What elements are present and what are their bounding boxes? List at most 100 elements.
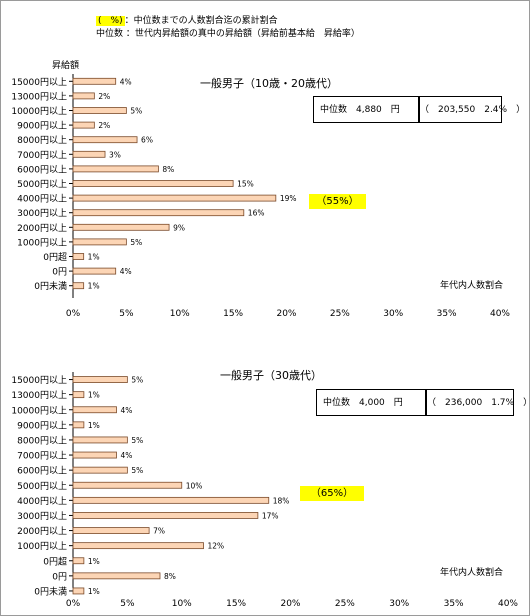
chart1-median-detail: （ 203,550 2.4% ）: [419, 96, 525, 123]
chart1-bar: [72, 77, 117, 85]
chart2-x-tick-label: 20%: [280, 599, 300, 609]
chart2-category-label: 0円未満: [34, 585, 67, 597]
chart1-bar: [72, 121, 95, 129]
chart2-title: 一般男子（30歳代）: [220, 369, 322, 382]
chart2-value-label: 5%: [131, 466, 143, 475]
chart2-bar: [72, 406, 117, 414]
chart1-x-tick-label: 30%: [383, 309, 403, 319]
chart1-bar: [72, 150, 106, 158]
chart2-bar: [72, 572, 161, 580]
chart2-value-label: 4%: [121, 406, 133, 415]
chart1-category-label: 2000円以上: [17, 223, 67, 234]
chart2-cumulative-label: （65%）: [300, 486, 364, 501]
chart2-value-label: 5%: [131, 376, 143, 385]
chart1-category-label: 10000円以上: [11, 106, 67, 117]
chart2-category-label: 0円超: [43, 555, 67, 567]
chart2-bar: [72, 557, 85, 565]
chart2-x-tick-label: 5%: [120, 599, 135, 609]
legend-median-desc: ：世代内昇給額の真中の昇給額（昇給前基本給 昇給率）: [125, 29, 360, 39]
chart2-median-box: 中位数 4,000 円: [316, 389, 426, 416]
chart2-plot: 15000円以上 5% 13000円以上 1% 10000円以上 4% 9000円以上 1% 8…: [11, 372, 518, 609]
chart2-category-label: 1000円以上: [17, 541, 67, 552]
chart1-bar: [72, 107, 127, 114]
chart1-bar: [72, 282, 85, 290]
chart1-x-tick-label: 15%: [223, 309, 243, 319]
chart1-ylabel: 昇給額: [52, 61, 80, 71]
chart2-x-tick-label: 10%: [172, 599, 192, 609]
chart2-bar: [72, 512, 259, 519]
chart2-bar: [72, 587, 85, 595]
chart2-bar: [72, 376, 128, 383]
chart1-xlabel: 年代内人数割合: [440, 281, 504, 291]
chart2-category-label: 15000円以上: [11, 375, 67, 386]
chart1-value-label: 3%: [109, 150, 121, 159]
chart1-cumulative-label: （55%）: [309, 194, 366, 209]
chart1-bar: [72, 253, 85, 260]
chart2-value-label: 5%: [131, 436, 143, 445]
chart1-value-label: 15%: [237, 180, 254, 189]
chart1-x-tick-label: 25%: [330, 309, 350, 319]
chart1-category-label: 8000円以上: [17, 135, 67, 146]
chart1-bar: [72, 267, 117, 275]
chart2-bar: [72, 391, 85, 399]
chart1-value-label: 9%: [173, 223, 185, 232]
chart2-bar: [72, 527, 150, 534]
chart1-category-label: 9000円以上: [17, 121, 67, 132]
chart1-plot: 15000円以上 4% 13000円以上 2% 10000円以上 5% 9000円以上 2% 8…: [11, 74, 510, 319]
chart1-value-label: 1%: [88, 253, 100, 262]
chart1-value-label: 6%: [141, 136, 153, 145]
chart2-category-label: 6000円以上: [17, 466, 67, 477]
chart1-category-label: 1000円以上: [17, 237, 67, 248]
chart1-value-label: 5%: [130, 107, 142, 116]
chart1-value-label: 8%: [162, 165, 174, 174]
chart2-category-label: 2000円以上: [17, 526, 67, 537]
chart2-category-label: 13000円以上: [11, 390, 67, 401]
chart2-value-label: 18%: [273, 496, 290, 505]
chart2-category-label: 0円: [52, 571, 67, 582]
chart2-median-detail: （ 236,000 1.7% ）: [426, 389, 530, 416]
chart1-median-box: 中位数 4,880 円: [313, 96, 419, 123]
chart1-title: 一般男子（10歳・20歳代）: [200, 77, 338, 90]
chart1-x-tick-label: 0%: [66, 309, 81, 319]
legend: ( %) ：中位数までの人数割合迄の累計割合 中位数 ：世代内昇給額の真中の昇給額…: [96, 15, 360, 41]
legend-row-median: 中位数 ：世代内昇給額の真中の昇給額（昇給前基本給 昇給率）: [96, 28, 360, 41]
chart2-value-label: 7%: [153, 527, 165, 536]
chart1-x-tick-label: 10%: [170, 309, 190, 319]
chart1-category-label: 15000円以上: [11, 77, 67, 88]
chart1-x-tick-label: 40%: [490, 309, 510, 319]
legend-swatch-desc: ：中位数までの人数割合迄の累計割合: [124, 16, 278, 26]
chart2-value-label: 17%: [262, 511, 279, 520]
chart2-category-label: 9000円以上: [17, 420, 67, 431]
chart1-value-label: 16%: [248, 209, 265, 218]
chart2-category-label: 4000円以上: [17, 496, 67, 507]
chart2-x-tick-label: 25%: [335, 599, 355, 609]
chart2-category-label: 8000円以上: [17, 435, 67, 446]
chart1-category-label: 4000円以上: [17, 194, 67, 205]
chart1-bar: [72, 92, 95, 100]
chart1-bar: [72, 238, 127, 246]
legend-median-term: 中位数: [96, 29, 124, 39]
chart1-value-label: 4%: [120, 267, 132, 276]
chart2-value-label: 1%: [88, 587, 100, 596]
chart2-x-tick-label: 40%: [498, 599, 518, 609]
chart2-value-label: 1%: [88, 557, 100, 566]
chart2-value-label: 10%: [186, 481, 203, 490]
chart1-category-label: 0円超: [43, 251, 67, 263]
chart1-category-label: 0円: [52, 267, 67, 278]
chart1-bar: [72, 136, 138, 144]
chart1-category-label: 6000円以上: [17, 164, 67, 175]
chart1-bar: [72, 194, 277, 202]
chart2-category-label: 10000円以上: [11, 405, 67, 416]
chart2-value-label: 1%: [88, 391, 100, 400]
chart2-bar: [72, 496, 270, 504]
legend-swatch: ( %): [96, 16, 125, 26]
chart1-bar: [72, 165, 159, 173]
chart1-x-tick-label: 20%: [276, 309, 296, 319]
chart1-x-tick-label: 35%: [437, 309, 457, 319]
chart2-category-label: 3000円以上: [17, 511, 67, 522]
chart2-bar: [72, 481, 183, 489]
chart1-category-label: 3000円以上: [17, 208, 67, 219]
chart2-bar: [72, 542, 204, 550]
chart1-x-tick-label: 5%: [119, 309, 134, 319]
chart1-value-label: 4%: [120, 77, 132, 86]
